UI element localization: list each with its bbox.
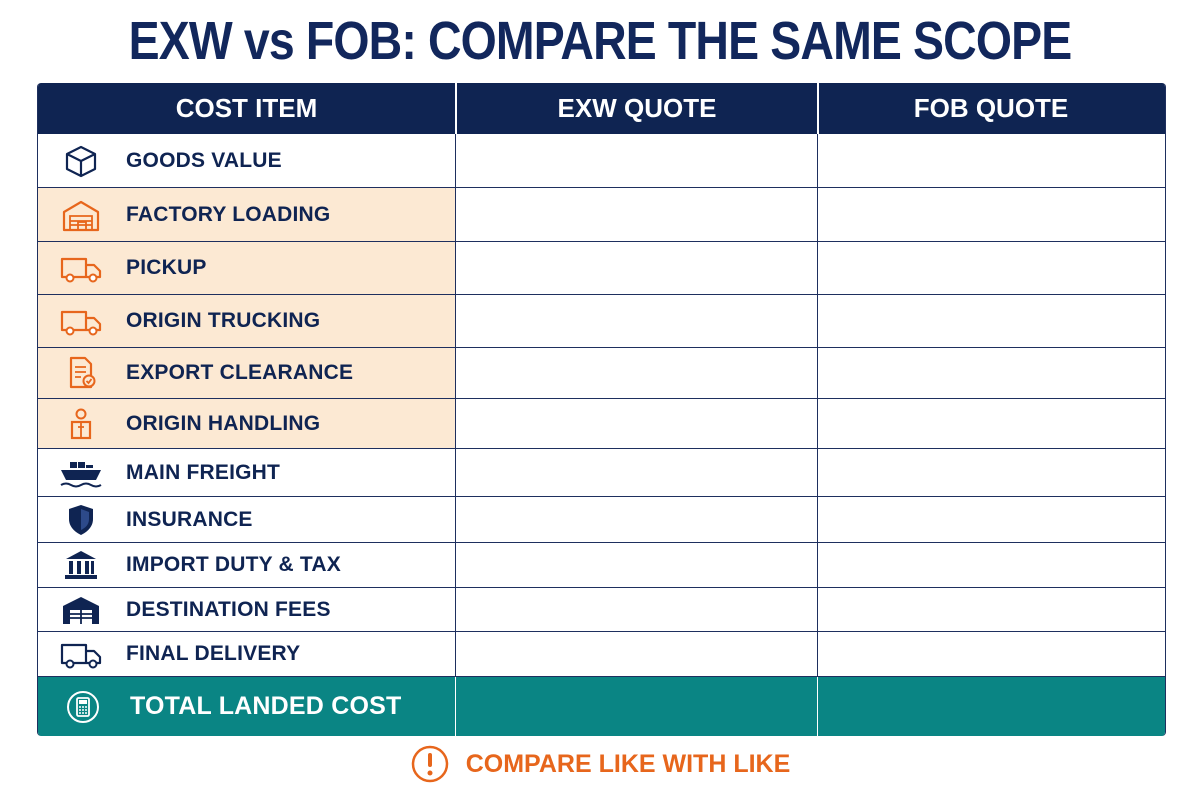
bank-icon <box>56 547 106 583</box>
exw-quote-cell[interactable] <box>455 188 817 241</box>
truck-icon <box>56 250 106 286</box>
row-label: PICKUP <box>126 256 207 279</box>
page-title: EXW vs FOB: COMPARE THE SAME SCOPE <box>128 11 1073 71</box>
exw-quote-cell[interactable] <box>455 632 817 676</box>
row-label: EXPORT CLEARANCE <box>126 361 354 384</box>
table-row: PICKUP <box>38 242 1165 295</box>
truck-icon <box>56 636 106 672</box>
row-label: GOODS VALUE <box>126 148 282 172</box>
total-row: TOTAL LANDED COST <box>38 677 1165 736</box>
fob-total-cell[interactable] <box>817 677 1163 736</box>
table-row: INSURANCE <box>38 497 1165 543</box>
fob-quote-cell[interactable] <box>817 188 1163 241</box>
fob-quote-cell[interactable] <box>817 497 1163 542</box>
table-row: DESTINATION FEES <box>38 588 1165 632</box>
header-cost-item: COST ITEM <box>175 93 318 123</box>
table-header-row: COST ITEM EXW QUOTE FOB QUOTE <box>38 83 1165 134</box>
exw-quote-cell[interactable] <box>455 543 817 587</box>
box-icon <box>56 143 106 179</box>
document-check-icon <box>56 355 106 391</box>
exw-quote-cell[interactable] <box>455 242 817 294</box>
exw-quote-cell[interactable] <box>455 497 817 542</box>
row-label: IMPORT DUTY & TAX <box>126 553 341 576</box>
table-row: ORIGIN TRUCKING <box>38 295 1165 348</box>
header-fob-quote: FOB QUOTE <box>817 83 1163 134</box>
fob-quote-cell[interactable] <box>817 348 1163 398</box>
row-label: ORIGIN HANDLING <box>126 411 321 435</box>
comparison-table: COST ITEM EXW QUOTE FOB QUOTE GOODS VALU… <box>37 83 1166 736</box>
fob-quote-cell[interactable] <box>817 543 1163 587</box>
footer-note: COMPARE LIKE WITH LIKE <box>0 744 1200 784</box>
footer-text: COMPARE LIKE WITH LIKE <box>465 749 791 778</box>
exw-quote-cell[interactable] <box>455 449 817 496</box>
table-row: MAIN FREIGHT <box>38 449 1165 497</box>
worker-box-icon <box>56 406 106 442</box>
ship-icon <box>56 455 106 491</box>
shield-icon <box>56 502 106 538</box>
fob-quote-cell[interactable] <box>817 588 1163 631</box>
calculator-icon <box>58 689 108 725</box>
warehouse-icon <box>56 197 106 233</box>
row-label: ORIGIN TRUCKING <box>126 309 321 332</box>
exw-quote-cell[interactable] <box>455 295 817 347</box>
fob-quote-cell[interactable] <box>817 242 1163 294</box>
warehouse-icon <box>56 592 106 628</box>
row-label: FINAL DELIVERY <box>126 642 301 665</box>
row-label: DESTINATION FEES <box>126 597 331 621</box>
total-label: TOTAL LANDED COST <box>130 692 402 720</box>
fob-quote-cell[interactable] <box>817 632 1163 676</box>
fob-quote-cell[interactable] <box>817 399 1163 448</box>
row-label: FACTORY LOADING <box>126 202 331 226</box>
table-row: GOODS VALUE <box>38 134 1165 188</box>
table-row: EXPORT CLEARANCE <box>38 348 1165 399</box>
table-row: FACTORY LOADING <box>38 188 1165 242</box>
fob-quote-cell[interactable] <box>817 449 1163 496</box>
table-row: IMPORT DUTY & TAX <box>38 543 1165 588</box>
table-row: ORIGIN HANDLING <box>38 399 1165 449</box>
table-row: FINAL DELIVERY <box>38 632 1165 677</box>
fob-quote-cell[interactable] <box>817 134 1163 187</box>
exw-quote-cell[interactable] <box>455 399 817 448</box>
exw-quote-cell[interactable] <box>455 134 817 187</box>
exw-quote-cell[interactable] <box>455 588 817 631</box>
truck-icon <box>56 303 106 339</box>
row-label: MAIN FREIGHT <box>126 460 281 484</box>
exw-quote-cell[interactable] <box>455 348 817 398</box>
fob-quote-cell[interactable] <box>817 295 1163 347</box>
row-label: INSURANCE <box>126 507 253 531</box>
exw-total-cell[interactable] <box>455 677 817 736</box>
header-exw-quote: EXW QUOTE <box>455 83 817 134</box>
exclamation-circle-icon <box>410 744 450 784</box>
